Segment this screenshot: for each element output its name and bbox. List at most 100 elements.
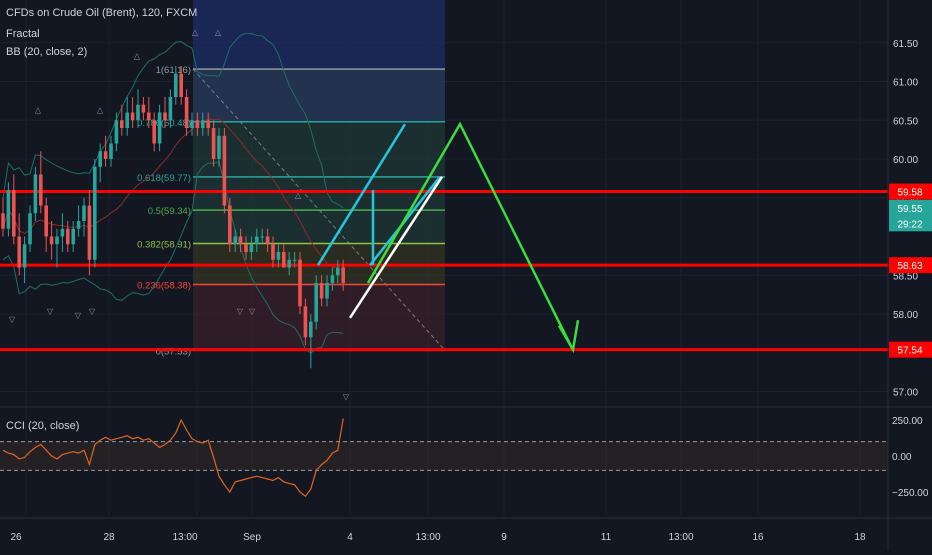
candle-body	[33, 174, 38, 214]
candle-body	[168, 97, 173, 121]
candle-body	[136, 104, 140, 121]
candle-body	[282, 252, 286, 268]
candle-body	[179, 73, 183, 97]
fractal-marker: △	[215, 28, 222, 37]
cci-axis-label: −250.00	[892, 488, 929, 499]
candle-body	[325, 283, 329, 299]
candle-body	[314, 283, 318, 322]
price-tag-label: 59.55	[897, 204, 922, 215]
candle-body	[238, 236, 243, 245]
fractal-marker: ▽	[75, 311, 82, 320]
time-axis-label: 13:00	[415, 532, 440, 543]
candle-body	[190, 120, 194, 128]
fractal-marker: △	[97, 106, 104, 115]
time-axis-label: 11	[601, 532, 612, 543]
candle-body	[233, 236, 237, 245]
cci-indicator-label: CCI (20, close)	[6, 420, 80, 432]
candle-body	[287, 259, 291, 268]
candle-body	[6, 190, 11, 229]
candle-body	[249, 244, 254, 252]
fractal-marker: ▽	[237, 307, 244, 316]
candle-body	[28, 213, 32, 245]
candle-body	[195, 120, 200, 128]
white-trend-line	[348, 176, 444, 319]
candle-body	[330, 275, 335, 283]
candle-body	[87, 205, 92, 260]
candle-body	[141, 104, 146, 113]
symbol-title: CFDs on Crude Oil (Brent), 120, FXCM	[6, 7, 198, 19]
fib-level-label: 0.5(59.34)	[148, 206, 191, 217]
candle-body	[66, 228, 70, 245]
candle-body	[120, 120, 124, 128]
fib-zone-4	[193, 284, 445, 351]
bb-lower-band	[2, 161, 344, 354]
time-axis-label: 9	[501, 532, 507, 543]
cci-band	[0, 441, 888, 471]
time-axis-label: 4	[347, 532, 353, 543]
fib-level-label: 0(57.53)	[156, 346, 191, 357]
candle-body	[228, 205, 232, 245]
fib-level-label: 0.786(60.48)	[137, 118, 191, 129]
candle-body	[341, 267, 345, 283]
fib-zone-1	[193, 69, 445, 122]
price-tag	[889, 199, 932, 216]
candle-body	[103, 151, 108, 159]
time-axis-label: 26	[10, 532, 22, 543]
candle-body	[60, 228, 65, 237]
candle-body	[211, 128, 216, 159]
candle-body	[206, 120, 210, 128]
price-axis-label: 60.50	[893, 116, 918, 127]
price-axis-label: 58.50	[893, 271, 918, 282]
candle-body	[292, 259, 297, 261]
candle-body	[1, 213, 5, 229]
candle-body	[201, 120, 205, 128]
fractal-marker: ▽	[343, 392, 350, 401]
time-axis-label: 13:00	[668, 532, 693, 543]
fib-level-label: 0.382(58.91)	[137, 239, 191, 250]
candle-body	[93, 166, 97, 260]
candle-body	[319, 283, 324, 299]
bb-basis	[2, 118, 344, 272]
fractal-marker: ▽	[89, 307, 96, 316]
price-tag	[889, 215, 932, 232]
candle-body	[17, 236, 21, 268]
price-tag-label: 57.54	[897, 346, 922, 357]
cci-axis-label: 250.00	[892, 416, 923, 427]
candle-body	[44, 205, 48, 237]
fractal-marker: ▽	[47, 307, 54, 316]
candle-body	[163, 112, 167, 121]
time-axis-label: Sep	[243, 532, 261, 543]
price-axis-label: 60.00	[893, 155, 918, 166]
bb-upper-band	[2, 32, 344, 209]
candle-body	[98, 151, 102, 167]
candle-body	[336, 267, 340, 276]
projection-arrow	[366, 121, 574, 349]
price-tag-label: 58.63	[897, 261, 922, 272]
fractal-marker: △	[134, 51, 141, 60]
candle-body	[265, 236, 270, 245]
time-axis-label: 16	[752, 532, 764, 543]
candle-body	[22, 244, 27, 268]
fib-level-label: 0.618(59.77)	[137, 173, 191, 184]
candle-body	[49, 236, 54, 245]
fractal-marker: △	[192, 28, 199, 37]
candle-body	[12, 190, 16, 237]
candle-body	[147, 112, 151, 121]
time-axis-label: 13:00	[172, 532, 197, 543]
candle-body	[174, 73, 178, 97]
cci-line	[2, 418, 344, 498]
fractal-marker: ▽	[249, 307, 256, 316]
price-tag	[889, 183, 932, 200]
cci-axis-label: 0.00	[892, 452, 912, 463]
candle-body	[255, 236, 259, 245]
candle-body	[114, 120, 119, 144]
candle-body	[260, 236, 264, 238]
candle-body	[71, 228, 75, 245]
price-axis-label: 61.50	[893, 39, 918, 50]
candle-body	[222, 135, 227, 206]
price-tag-label: 59.58	[897, 188, 922, 199]
projection-arrow-head	[557, 319, 580, 354]
price-axis-label: 57.00	[893, 388, 918, 399]
